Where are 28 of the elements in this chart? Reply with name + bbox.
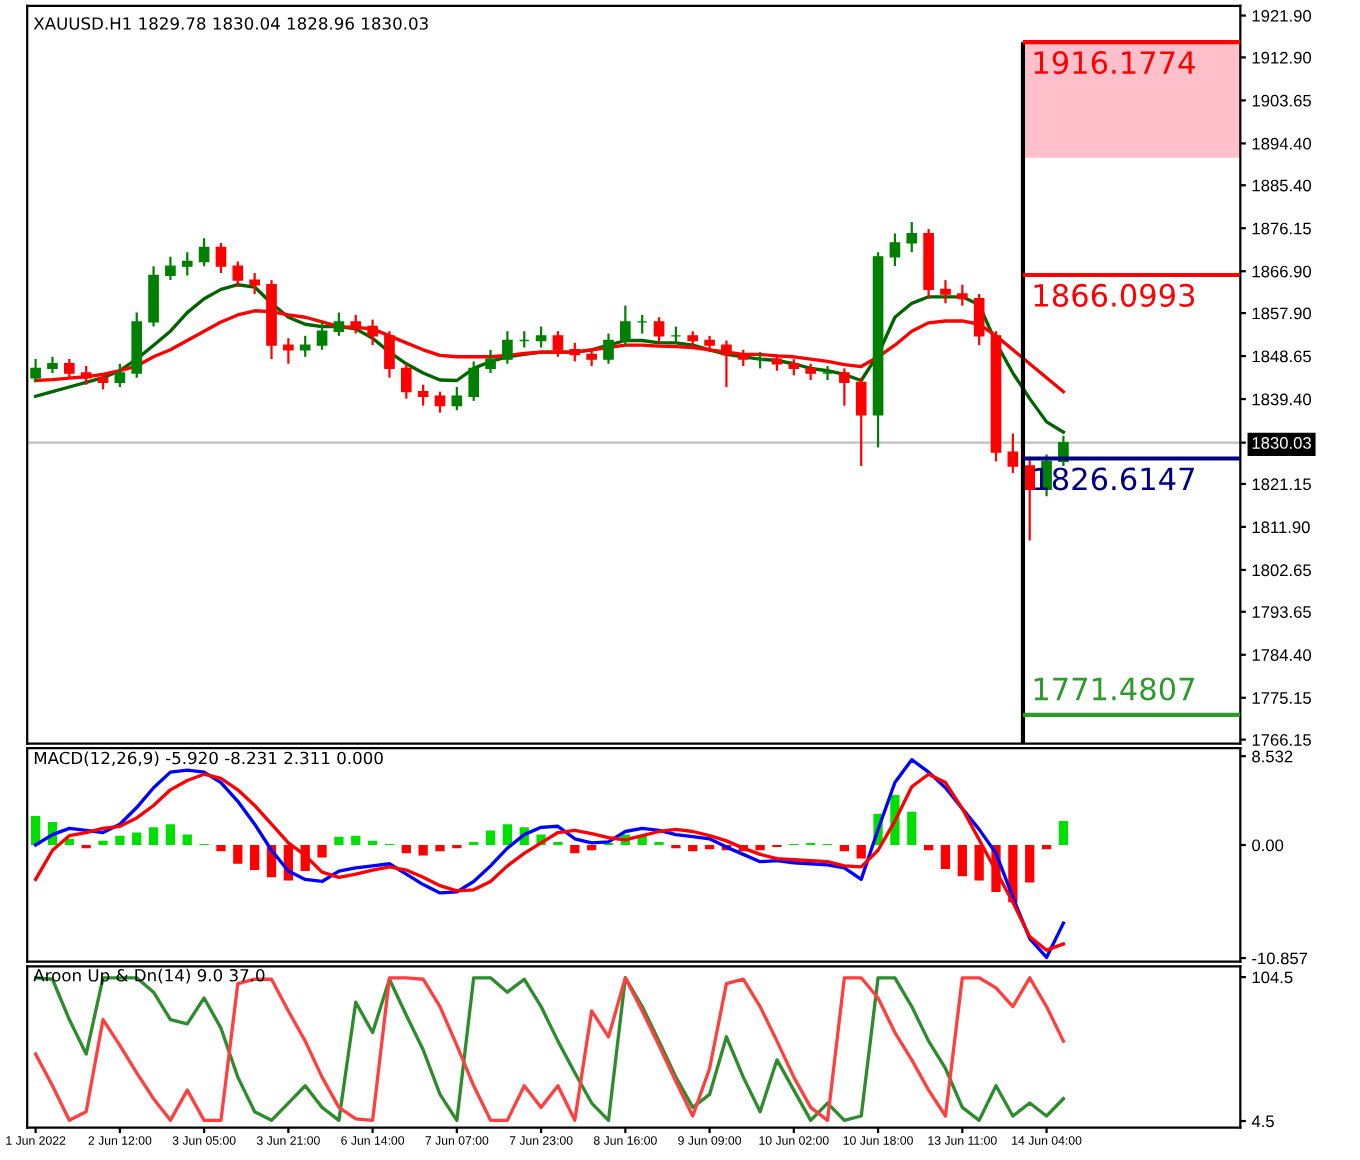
y-tick-label: 4.5 [1251, 1115, 1274, 1128]
y-tick-label: 1766.15 [1252, 734, 1311, 746]
y-tick-label: 1912.90 [1252, 51, 1312, 64]
y-tick-label: 1830.03 [1252, 437, 1311, 449]
ref-line-label: 1916.1774 [1034, 51, 1195, 75]
y-tick-label: 1857.90 [1252, 307, 1312, 320]
chart-title: MACD(12,26,9) -5.920 -8.231 2.311 0.000 [34, 751, 383, 767]
y-tick-label: 1866.90 [1252, 265, 1312, 278]
y-tick-label: 104.5 [1252, 971, 1293, 984]
y-tick-label: 1811.90 [1252, 521, 1310, 534]
ref-line-label: 1866.0993 [1034, 283, 1195, 307]
y-tick-label: 0.00 [1252, 839, 1284, 852]
y-tick-label: -10.857 [1252, 952, 1308, 965]
y-tick-label: 8.532 [1252, 750, 1293, 763]
y-tick-label: 1894.40 [1252, 137, 1312, 150]
y-tick-label: 1876.15 [1252, 222, 1311, 235]
y-tick-label: 1903.65 [1252, 94, 1311, 107]
y-tick-label: 1848.65 [1252, 350, 1311, 363]
y-tick-label: 1775.15 [1252, 692, 1311, 704]
y-tick-label: 1839.40 [1252, 393, 1312, 406]
y-tick-label: 1885.40 [1252, 179, 1312, 192]
y-tick-label: 1821.15 [1252, 478, 1311, 491]
y-tick-label: 1921.90 [1252, 9, 1312, 22]
y-tick-label: 1793.65 [1252, 606, 1311, 618]
y-tick-label: 1784.40 [1252, 649, 1312, 661]
text: XAUUSD.H1 1829.78 1830.04 1828.96 1830.03 [33, 17, 428, 30]
ref-line-label: 1771.4807 [1034, 677, 1194, 701]
y-tick-label: 1802.65 [1252, 564, 1311, 577]
